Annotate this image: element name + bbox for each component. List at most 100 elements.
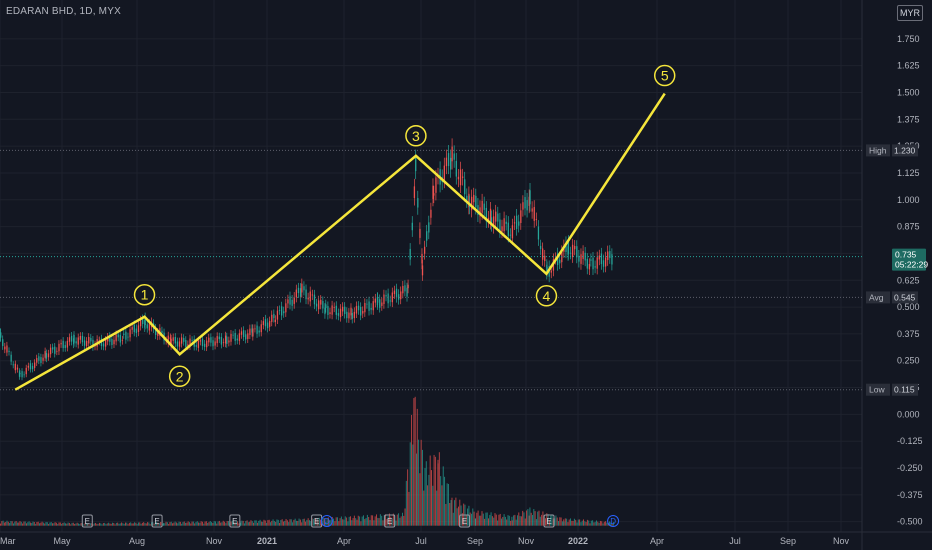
candle-body bbox=[274, 319, 276, 323]
x-tick-label: Mar bbox=[0, 536, 16, 546]
volume-bar bbox=[68, 522, 70, 526]
candle-body bbox=[34, 362, 36, 368]
volume-bar bbox=[177, 523, 179, 526]
candle-body bbox=[325, 304, 327, 309]
volume-bar bbox=[541, 514, 543, 526]
volume-bar bbox=[481, 511, 483, 526]
candle-body bbox=[273, 313, 275, 319]
volume-bar bbox=[286, 520, 288, 526]
candle-body bbox=[524, 197, 526, 209]
volume-bar bbox=[326, 518, 328, 526]
volume-bar bbox=[55, 522, 57, 526]
volume-bar bbox=[235, 520, 237, 526]
volume-bar bbox=[36, 522, 38, 526]
volume-bar bbox=[592, 520, 594, 526]
volume-bar bbox=[318, 517, 320, 526]
y-tick-label: 0.875 bbox=[897, 222, 920, 232]
candle-body bbox=[176, 341, 179, 347]
volume-bar bbox=[513, 515, 515, 526]
candle-body bbox=[117, 334, 119, 338]
volume-bar bbox=[459, 499, 461, 526]
level-tag-bg bbox=[866, 291, 890, 304]
volume-bar bbox=[432, 485, 434, 526]
volume-bar bbox=[227, 521, 229, 526]
volume-bar bbox=[89, 523, 91, 526]
volume-bar bbox=[67, 522, 69, 526]
volume-bar bbox=[110, 523, 112, 526]
candle-body bbox=[252, 328, 254, 337]
candle-body bbox=[611, 254, 613, 265]
volume-bar bbox=[503, 514, 505, 526]
candle-body bbox=[174, 336, 176, 344]
candle-body bbox=[139, 320, 142, 327]
wave-label-1: 1 bbox=[141, 287, 149, 303]
volume-bar bbox=[559, 517, 561, 526]
candle-body bbox=[238, 333, 241, 341]
candle-body bbox=[129, 329, 131, 338]
candle-body bbox=[313, 294, 316, 305]
volume-bar bbox=[109, 523, 111, 526]
volume-bar bbox=[493, 517, 495, 526]
x-tick-label: 2022 bbox=[568, 536, 588, 546]
y-tick-label: 1.625 bbox=[897, 61, 920, 71]
volume-bar bbox=[183, 521, 185, 526]
candle-body bbox=[370, 307, 372, 310]
volume-bar bbox=[372, 515, 374, 526]
volume-bar bbox=[10, 521, 12, 526]
currency-badge[interactable]: MYR bbox=[897, 5, 923, 21]
candle-body bbox=[119, 334, 121, 343]
volume-bar bbox=[108, 522, 110, 526]
candle-body bbox=[385, 295, 387, 297]
volume-bar bbox=[105, 524, 107, 526]
candle-body bbox=[295, 289, 297, 298]
candle-body bbox=[251, 328, 253, 333]
volume-bar bbox=[522, 510, 524, 526]
candle-body bbox=[364, 303, 366, 313]
volume-bar bbox=[273, 520, 275, 526]
candle-body bbox=[242, 330, 245, 337]
volume-bar bbox=[454, 500, 456, 526]
candle-body bbox=[303, 286, 305, 291]
candle-body bbox=[218, 336, 220, 340]
candle-body bbox=[187, 344, 189, 347]
volume-bar bbox=[37, 521, 39, 526]
volume-bar bbox=[567, 522, 569, 526]
volume-bar bbox=[225, 523, 227, 526]
volume-bar bbox=[316, 518, 318, 526]
volume-bar bbox=[349, 516, 351, 526]
candle-body bbox=[40, 357, 42, 363]
volume-bar bbox=[169, 522, 171, 526]
volume-bar bbox=[191, 521, 193, 526]
volume-bar bbox=[560, 517, 562, 526]
volume-bar bbox=[154, 522, 156, 526]
candle-body bbox=[329, 312, 331, 314]
candle-body bbox=[203, 343, 206, 347]
volume-bar bbox=[381, 515, 383, 526]
volume-bar bbox=[280, 519, 282, 526]
volume-bar bbox=[457, 506, 459, 526]
candle-body bbox=[492, 216, 495, 227]
candle-body bbox=[131, 327, 133, 330]
volume-bar bbox=[172, 523, 174, 526]
volume-bar bbox=[425, 461, 427, 526]
wave-label-4: 4 bbox=[543, 288, 551, 304]
volume-bar bbox=[49, 522, 51, 526]
volume-bar bbox=[76, 522, 78, 526]
volume-bar bbox=[529, 507, 531, 526]
volume-bar bbox=[495, 514, 497, 526]
candle-body bbox=[383, 294, 385, 304]
volume-bar bbox=[528, 515, 530, 526]
candle-body bbox=[214, 341, 216, 346]
volume-bar bbox=[364, 519, 366, 526]
volume-bar bbox=[571, 520, 573, 526]
volume-bar bbox=[9, 523, 11, 526]
volume-bar bbox=[148, 522, 150, 526]
volume-bar bbox=[258, 520, 260, 526]
volume-bar bbox=[377, 517, 379, 526]
volume-bar bbox=[555, 515, 557, 526]
candle-body bbox=[305, 289, 307, 300]
candle-body bbox=[62, 340, 64, 349]
volume-bar bbox=[373, 520, 375, 526]
volume-bar bbox=[186, 522, 188, 526]
